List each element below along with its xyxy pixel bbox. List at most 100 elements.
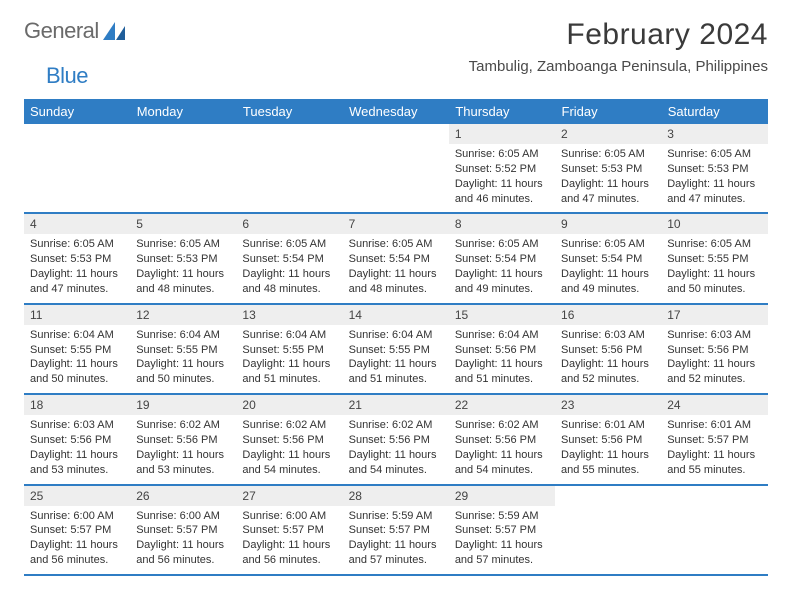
day-details: Sunrise: 6:03 AMSunset: 5:56 PMDaylight:… [555, 325, 661, 393]
day-details: Sunrise: 6:05 AMSunset: 5:53 PMDaylight:… [24, 234, 130, 302]
calendar-cell: 7Sunrise: 6:05 AMSunset: 5:54 PMDaylight… [343, 213, 449, 303]
day-details: Sunrise: 6:03 AMSunset: 5:56 PMDaylight:… [24, 415, 130, 483]
day-number: 11 [24, 305, 130, 325]
day-details: Sunrise: 6:05 AMSunset: 5:53 PMDaylight:… [555, 144, 661, 212]
day-number: 8 [449, 214, 555, 234]
calendar-page: General February 2024 Tambulig, Zamboang… [0, 0, 792, 594]
day-details: Sunrise: 6:02 AMSunset: 5:56 PMDaylight:… [236, 415, 342, 483]
day-number: 15 [449, 305, 555, 325]
day-number: 6 [236, 214, 342, 234]
day-details: Sunrise: 5:59 AMSunset: 5:57 PMDaylight:… [449, 506, 555, 574]
day-number: 14 [343, 305, 449, 325]
calendar-cell: 23Sunrise: 6:01 AMSunset: 5:56 PMDayligh… [555, 394, 661, 484]
day-number: 27 [236, 486, 342, 506]
day-details: Sunrise: 6:02 AMSunset: 5:56 PMDaylight:… [343, 415, 449, 483]
calendar-cell: 18Sunrise: 6:03 AMSunset: 5:56 PMDayligh… [24, 394, 130, 484]
day-number: 26 [130, 486, 236, 506]
day-details: Sunrise: 6:04 AMSunset: 5:56 PMDaylight:… [449, 325, 555, 393]
calendar-cell: 13Sunrise: 6:04 AMSunset: 5:55 PMDayligh… [236, 304, 342, 394]
day-number: 28 [343, 486, 449, 506]
calendar-cell: 16Sunrise: 6:03 AMSunset: 5:56 PMDayligh… [555, 304, 661, 394]
calendar-cell: 5Sunrise: 6:05 AMSunset: 5:53 PMDaylight… [130, 213, 236, 303]
day-details: Sunrise: 6:05 AMSunset: 5:54 PMDaylight:… [555, 234, 661, 302]
weekday-header: Wednesday [343, 99, 449, 124]
weekday-header: Sunday [24, 99, 130, 124]
calendar-cell: 4Sunrise: 6:05 AMSunset: 5:53 PMDaylight… [24, 213, 130, 303]
day-number: 24 [661, 395, 767, 415]
calendar-cell: 14Sunrise: 6:04 AMSunset: 5:55 PMDayligh… [343, 304, 449, 394]
calendar-cell: 3Sunrise: 6:05 AMSunset: 5:53 PMDaylight… [661, 124, 767, 213]
day-details: Sunrise: 6:05 AMSunset: 5:54 PMDaylight:… [343, 234, 449, 302]
calendar-week-row: 25Sunrise: 6:00 AMSunset: 5:57 PMDayligh… [24, 485, 768, 575]
day-details: Sunrise: 6:04 AMSunset: 5:55 PMDaylight:… [130, 325, 236, 393]
calendar-cell: 29Sunrise: 5:59 AMSunset: 5:57 PMDayligh… [449, 485, 555, 575]
day-details: Sunrise: 6:01 AMSunset: 5:57 PMDaylight:… [661, 415, 767, 483]
day-number: 23 [555, 395, 661, 415]
day-number: 7 [343, 214, 449, 234]
day-number: 3 [661, 124, 767, 144]
brand-logo: General [24, 18, 125, 44]
calendar-cell: 19Sunrise: 6:02 AMSunset: 5:56 PMDayligh… [130, 394, 236, 484]
calendar-cell [661, 485, 767, 575]
weekday-header: Tuesday [236, 99, 342, 124]
calendar-cell: 20Sunrise: 6:02 AMSunset: 5:56 PMDayligh… [236, 394, 342, 484]
calendar-cell [24, 124, 130, 213]
day-details: Sunrise: 6:05 AMSunset: 5:53 PMDaylight:… [130, 234, 236, 302]
calendar-grid: SundayMondayTuesdayWednesdayThursdayFrid… [24, 99, 768, 576]
calendar-cell: 9Sunrise: 6:05 AMSunset: 5:54 PMDaylight… [555, 213, 661, 303]
location-subtitle: Tambulig, Zamboanga Peninsula, Philippin… [469, 58, 768, 75]
calendar-cell: 1Sunrise: 6:05 AMSunset: 5:52 PMDaylight… [449, 124, 555, 213]
day-number: 19 [130, 395, 236, 415]
day-number: 29 [449, 486, 555, 506]
day-details: Sunrise: 6:00 AMSunset: 5:57 PMDaylight:… [236, 506, 342, 574]
calendar-body: 1Sunrise: 6:05 AMSunset: 5:52 PMDaylight… [24, 124, 768, 575]
calendar-week-row: 11Sunrise: 6:04 AMSunset: 5:55 PMDayligh… [24, 304, 768, 394]
calendar-cell [130, 124, 236, 213]
day-details: Sunrise: 6:05 AMSunset: 5:53 PMDaylight:… [661, 144, 767, 212]
day-number: 13 [236, 305, 342, 325]
day-details: Sunrise: 6:03 AMSunset: 5:56 PMDaylight:… [661, 325, 767, 393]
day-number: 16 [555, 305, 661, 325]
day-number: 1 [449, 124, 555, 144]
day-details: Sunrise: 6:02 AMSunset: 5:56 PMDaylight:… [449, 415, 555, 483]
calendar-cell [343, 124, 449, 213]
calendar-cell: 8Sunrise: 6:05 AMSunset: 5:54 PMDaylight… [449, 213, 555, 303]
day-number: 12 [130, 305, 236, 325]
weekday-row: SundayMondayTuesdayWednesdayThursdayFrid… [24, 99, 768, 124]
day-details: Sunrise: 6:04 AMSunset: 5:55 PMDaylight:… [24, 325, 130, 393]
calendar-cell: 6Sunrise: 6:05 AMSunset: 5:54 PMDaylight… [236, 213, 342, 303]
calendar-week-row: 18Sunrise: 6:03 AMSunset: 5:56 PMDayligh… [24, 394, 768, 484]
day-details: Sunrise: 6:05 AMSunset: 5:54 PMDaylight:… [449, 234, 555, 302]
sail-icon [103, 22, 125, 40]
calendar-cell: 10Sunrise: 6:05 AMSunset: 5:55 PMDayligh… [661, 213, 767, 303]
day-details: Sunrise: 6:05 AMSunset: 5:54 PMDaylight:… [236, 234, 342, 302]
day-details: Sunrise: 6:01 AMSunset: 5:56 PMDaylight:… [555, 415, 661, 483]
calendar-cell: 28Sunrise: 5:59 AMSunset: 5:57 PMDayligh… [343, 485, 449, 575]
calendar-cell: 24Sunrise: 6:01 AMSunset: 5:57 PMDayligh… [661, 394, 767, 484]
calendar-cell: 17Sunrise: 6:03 AMSunset: 5:56 PMDayligh… [661, 304, 767, 394]
day-details: Sunrise: 6:04 AMSunset: 5:55 PMDaylight:… [343, 325, 449, 393]
calendar-cell: 25Sunrise: 6:00 AMSunset: 5:57 PMDayligh… [24, 485, 130, 575]
weekday-header: Friday [555, 99, 661, 124]
calendar-cell: 12Sunrise: 6:04 AMSunset: 5:55 PMDayligh… [130, 304, 236, 394]
calendar-cell [555, 485, 661, 575]
day-details: Sunrise: 6:02 AMSunset: 5:56 PMDaylight:… [130, 415, 236, 483]
calendar-week-row: 1Sunrise: 6:05 AMSunset: 5:52 PMDaylight… [24, 124, 768, 213]
day-details: Sunrise: 6:00 AMSunset: 5:57 PMDaylight:… [24, 506, 130, 574]
day-number: 20 [236, 395, 342, 415]
day-details: Sunrise: 6:04 AMSunset: 5:55 PMDaylight:… [236, 325, 342, 393]
calendar-cell: 27Sunrise: 6:00 AMSunset: 5:57 PMDayligh… [236, 485, 342, 575]
day-number: 9 [555, 214, 661, 234]
day-number: 22 [449, 395, 555, 415]
brand-part2: Blue [46, 63, 88, 88]
day-number: 5 [130, 214, 236, 234]
calendar-cell: 22Sunrise: 6:02 AMSunset: 5:56 PMDayligh… [449, 394, 555, 484]
day-number: 17 [661, 305, 767, 325]
day-number: 2 [555, 124, 661, 144]
day-number: 21 [343, 395, 449, 415]
day-number: 25 [24, 486, 130, 506]
day-number: 4 [24, 214, 130, 234]
day-details: Sunrise: 5:59 AMSunset: 5:57 PMDaylight:… [343, 506, 449, 574]
calendar-cell: 11Sunrise: 6:04 AMSunset: 5:55 PMDayligh… [24, 304, 130, 394]
day-details: Sunrise: 6:05 AMSunset: 5:52 PMDaylight:… [449, 144, 555, 212]
